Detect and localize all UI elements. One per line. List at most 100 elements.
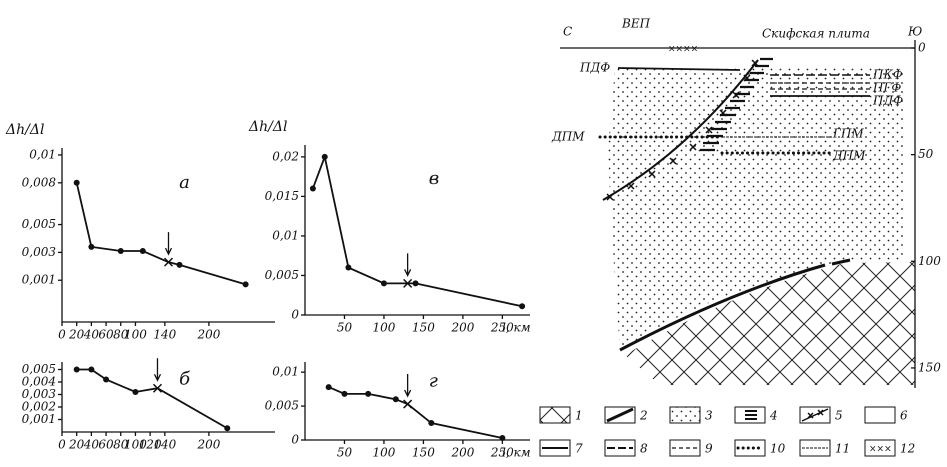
data-line: [328, 386, 503, 439]
arrow: [404, 253, 412, 277]
x-tick-label: 100: [124, 328, 147, 342]
y-tick-label: 0,005: [22, 217, 56, 231]
data-point: [428, 420, 435, 427]
axes: [304, 145, 530, 316]
label: ВЕП: [621, 17, 651, 31]
label: С: [563, 25, 572, 39]
cross-section: ×××× С ВЕП Скифская плита Ю ПДФ ДПМ ПКФ …: [551, 17, 922, 388]
y-axis-title: Δh/Δl: [5, 122, 44, 138]
arrow: [164, 232, 173, 256]
legend-symbol: ×××: [869, 445, 892, 455]
y-tick-label: 0,01: [272, 228, 299, 242]
y-tick-label: 0: [291, 308, 299, 322]
x-tick-label: 100: [124, 438, 147, 452]
legend-symbol: [669, 439, 701, 457]
x-tick-label: 200: [450, 321, 474, 335]
x-tick-label: 40: [83, 328, 100, 342]
legend-symbol: [539, 406, 571, 424]
y-tick-label: 0,001: [22, 412, 56, 426]
axes: [61, 362, 275, 433]
y-tick-label: 0,01: [29, 147, 56, 161]
y-tick-label: 0: [291, 433, 299, 447]
label: ГПМ: [832, 127, 864, 141]
legend-symbol: [864, 439, 896, 457]
fault: [602, 59, 759, 201]
data-point: [412, 280, 419, 287]
x-axis-title: l, км: [502, 321, 531, 335]
legend-symbol: [539, 439, 571, 457]
panel-label: б: [179, 369, 191, 390]
legend-label: 11: [835, 442, 850, 456]
data-line: [75, 182, 246, 286]
data-point: [224, 425, 231, 432]
legend-label: 8: [640, 442, 648, 456]
x-tick-label: 40: [83, 438, 100, 452]
x-tick-label: 0: [58, 438, 66, 452]
y-tick-label: 0,003: [22, 387, 57, 401]
legend-symbol: [734, 439, 766, 457]
data-point: [309, 185, 316, 192]
x-tick-label: 250: [490, 321, 514, 335]
x-tick-label: 80: [113, 328, 129, 342]
data-point: [392, 396, 399, 403]
data-point: [242, 281, 249, 288]
x-tick-label: 200: [196, 438, 220, 452]
legend: ×××: [539, 406, 896, 457]
x-tick-label: 250: [490, 446, 514, 460]
panel-label: а: [179, 172, 190, 193]
data-point: [345, 264, 352, 271]
legend-label: 5: [835, 409, 843, 423]
data-point: [117, 248, 124, 255]
x-tick-label: 50: [337, 321, 353, 335]
panel-label: в: [429, 168, 439, 189]
y-tick-label: 0,005: [22, 362, 56, 376]
x-tick-label: 20: [68, 328, 85, 342]
legend-label: 4: [769, 409, 778, 423]
data-point: [88, 366, 95, 373]
arrow: [404, 374, 412, 398]
y-tick-label: 0,005: [265, 268, 299, 282]
x-tick-label: 140: [153, 328, 176, 342]
panel-label: г: [429, 371, 438, 392]
sediment-area: [608, 68, 905, 350]
x-tick-label: 100: [372, 446, 395, 460]
y-tick-label: 0,002: [22, 400, 56, 414]
cross-point: [403, 278, 413, 288]
legend-label: 2: [639, 409, 648, 423]
depth-tick-label: 100: [918, 254, 941, 268]
legend-symbol: [745, 410, 757, 420]
depth-tick-label: 150: [918, 360, 941, 374]
legend-label: 10: [770, 442, 786, 456]
depth-tick-label: 50: [918, 147, 934, 161]
legend-label: 6: [900, 409, 908, 423]
basement-area: [625, 262, 915, 385]
legend-label: 7: [575, 442, 583, 456]
legend-label: 9: [705, 442, 713, 456]
legend-symbol: [604, 406, 636, 424]
axes: [304, 362, 530, 441]
data-point: [499, 434, 506, 441]
data-point: [380, 280, 387, 287]
y-axis-title: Δh/Δl: [248, 119, 287, 135]
cross-point: [152, 383, 163, 393]
legend-symbol: [734, 406, 766, 424]
x-tick-label: 200: [450, 446, 474, 460]
boundary: [619, 263, 826, 352]
label: ПГФ: [872, 81, 901, 95]
x-tick-label: 120: [139, 438, 162, 452]
arrow: [153, 358, 162, 382]
label: Скифская плита: [762, 27, 870, 41]
data-point: [176, 261, 183, 268]
y-tick-label: 0,001: [22, 273, 56, 287]
y-tick-label: 0,004: [22, 375, 56, 389]
data-point: [519, 303, 526, 310]
y-tick-label: 0,015: [265, 189, 299, 203]
symbol: ××××: [668, 45, 698, 55]
legend-symbol: [799, 439, 831, 457]
x-tick-label: 80: [113, 438, 129, 452]
x-tick-label: 60: [98, 438, 114, 452]
y-tick-label: 0,02: [272, 149, 299, 163]
x-tick-label: 150: [412, 321, 435, 335]
x-tick-label: 200: [196, 328, 220, 342]
label: ПДФ: [579, 61, 610, 75]
